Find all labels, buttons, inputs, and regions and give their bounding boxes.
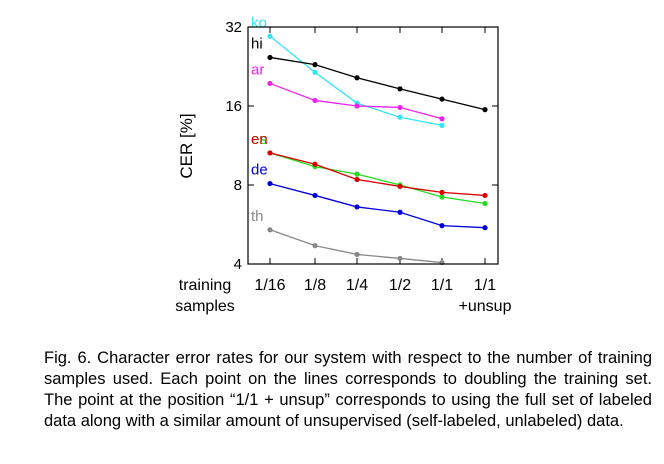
series-layer bbox=[267, 33, 488, 266]
series-point-ar bbox=[354, 103, 360, 109]
x-tick-label-line2: +unsup bbox=[459, 298, 512, 315]
series-point-hi bbox=[267, 54, 273, 61]
series-point-ko bbox=[267, 33, 273, 39]
series-point-es bbox=[439, 194, 445, 200]
series-point-en bbox=[354, 176, 360, 183]
x-tick-label: 1/4 bbox=[346, 277, 368, 294]
series-point-th bbox=[312, 243, 318, 249]
y-axis-title-group: CER [%] bbox=[177, 113, 196, 178]
series-point-hi bbox=[482, 107, 488, 113]
series-point-de bbox=[354, 204, 360, 210]
series-point-hi bbox=[439, 96, 445, 102]
series-point-ko bbox=[312, 69, 318, 75]
y-tick-label: 16 bbox=[225, 98, 242, 115]
series-point-en bbox=[439, 189, 445, 195]
series-point-en bbox=[482, 192, 488, 199]
series-line-th bbox=[269, 229, 443, 264]
series-point-de bbox=[482, 225, 488, 231]
series-en bbox=[267, 150, 488, 199]
series-point-ko bbox=[397, 114, 403, 120]
series-es bbox=[267, 150, 488, 207]
y-tick-label: 32 bbox=[225, 19, 242, 36]
series-line-hi bbox=[269, 56, 486, 111]
y-tick-label: 4 bbox=[234, 256, 242, 273]
x-axis-ticks: 1/16 1/8 1/4 1/2 1/1 1/1 +unsup bbox=[254, 27, 512, 315]
series-point-en bbox=[397, 183, 403, 190]
series-hi bbox=[267, 54, 488, 113]
x-axis-title-line1: training bbox=[179, 277, 231, 294]
legend-label-es: es bbox=[251, 131, 267, 148]
series-point-ar bbox=[312, 97, 318, 104]
legend-label-ko: ko bbox=[251, 14, 267, 31]
y-axis-ticks: 4 8 16 32 bbox=[225, 19, 498, 273]
legend-label-de: de bbox=[251, 162, 268, 179]
x-tick-label: 1/16 bbox=[254, 277, 285, 294]
x-tick-label: 1/1 bbox=[474, 277, 496, 294]
series-line-es bbox=[269, 152, 486, 205]
series-point-en bbox=[312, 161, 318, 167]
series-point-de bbox=[267, 180, 273, 187]
series-point-ko bbox=[439, 122, 445, 128]
series-point-ar bbox=[267, 80, 273, 87]
series-point-de bbox=[439, 223, 445, 229]
series-point-ar bbox=[397, 104, 403, 111]
series-point-de bbox=[312, 192, 318, 199]
series-point-th bbox=[267, 227, 273, 233]
legend-label-ar: ar bbox=[251, 61, 264, 78]
plot-frame bbox=[247, 26, 499, 265]
series-line-de bbox=[269, 182, 486, 229]
x-axis-title-line2: samples bbox=[175, 298, 235, 315]
series-ar bbox=[267, 80, 445, 122]
series-point-ar bbox=[439, 116, 445, 122]
legend-label-en: en bbox=[251, 131, 268, 148]
series-th bbox=[267, 227, 445, 266]
series-point-es bbox=[482, 200, 488, 207]
series-point-en bbox=[267, 150, 273, 156]
x-tick-label: 1/2 bbox=[389, 277, 411, 294]
y-axis-title: CER [%] bbox=[177, 113, 196, 178]
series-point-de bbox=[397, 209, 403, 215]
series-point-hi bbox=[397, 86, 403, 92]
legend-label-th: th bbox=[251, 208, 264, 225]
series-point-es bbox=[354, 171, 360, 177]
series-point-th bbox=[354, 251, 360, 258]
legend-label-hi: hi bbox=[251, 35, 263, 52]
series-de bbox=[267, 180, 488, 231]
series-point-hi bbox=[312, 62, 318, 68]
figure-caption: Fig. 6. Character error rates for our sy… bbox=[44, 349, 652, 430]
series-point-hi bbox=[354, 75, 360, 81]
y-tick-label: 8 bbox=[234, 177, 242, 194]
x-tick-label: 1/1 bbox=[431, 277, 453, 294]
series-ko bbox=[267, 33, 445, 128]
series-point-th bbox=[397, 255, 403, 262]
cer-line-chart: CER [%] 4 8 16 32 1/16 1/8 1/4 1/2 1/1 1/1 +unsup… bbox=[175, 14, 512, 315]
x-tick-label: 1/8 bbox=[304, 277, 326, 294]
series-line-en bbox=[269, 152, 486, 197]
